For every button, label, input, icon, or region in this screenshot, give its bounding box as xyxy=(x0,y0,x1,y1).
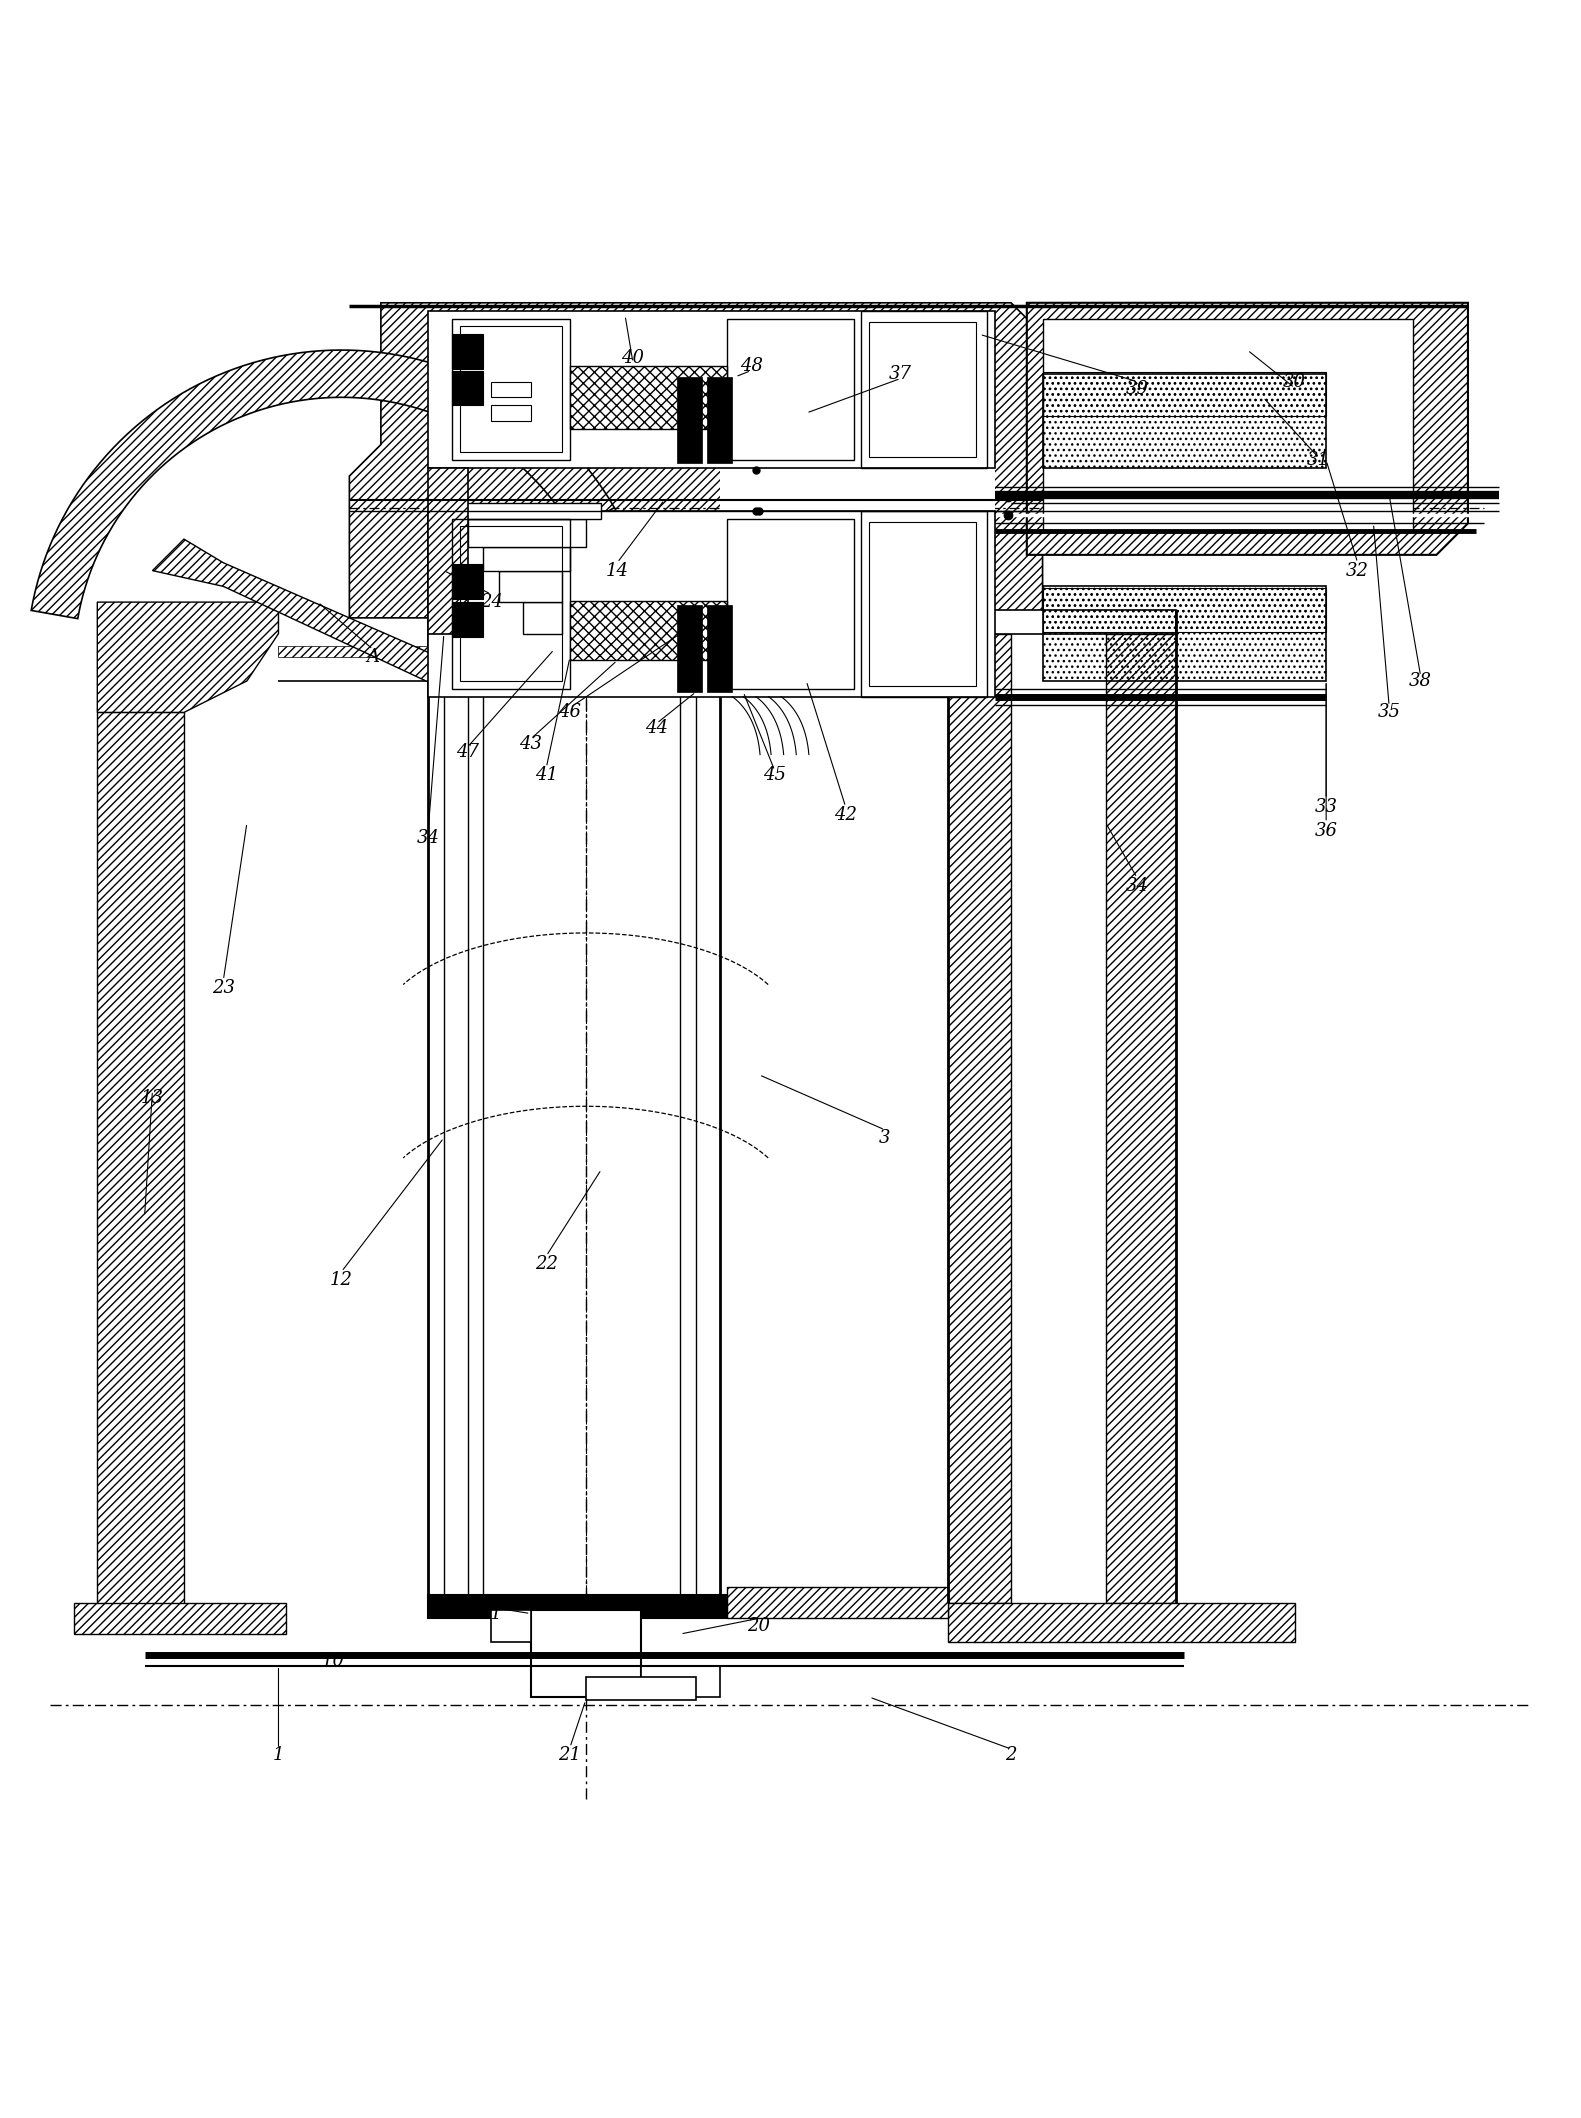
Polygon shape xyxy=(460,502,601,519)
Text: 35: 35 xyxy=(1377,703,1401,722)
Text: 44: 44 xyxy=(645,720,669,737)
Text: 23: 23 xyxy=(212,979,236,998)
Polygon shape xyxy=(152,540,476,697)
Bar xyxy=(492,381,531,398)
Polygon shape xyxy=(349,303,1042,618)
Bar xyxy=(677,377,702,464)
Polygon shape xyxy=(870,322,977,457)
Polygon shape xyxy=(531,1610,640,1697)
Bar xyxy=(707,377,732,464)
Text: 43: 43 xyxy=(519,735,542,752)
Polygon shape xyxy=(949,610,1176,633)
Text: 34: 34 xyxy=(1126,877,1149,894)
Polygon shape xyxy=(484,546,569,570)
Text: 13: 13 xyxy=(141,1089,164,1108)
Text: 34: 34 xyxy=(417,830,440,847)
Polygon shape xyxy=(727,1586,949,1618)
Polygon shape xyxy=(428,510,996,697)
Polygon shape xyxy=(500,570,563,602)
Polygon shape xyxy=(1042,318,1413,532)
Text: 37: 37 xyxy=(889,364,912,383)
Text: 48: 48 xyxy=(740,356,762,375)
Bar xyxy=(452,602,484,638)
Bar xyxy=(452,335,484,369)
Polygon shape xyxy=(1105,633,1176,1603)
Text: 41: 41 xyxy=(534,767,558,784)
Polygon shape xyxy=(523,602,563,633)
Text: 38: 38 xyxy=(1409,671,1432,690)
Bar xyxy=(569,602,727,661)
Bar xyxy=(1042,373,1326,417)
Polygon shape xyxy=(278,646,428,657)
Polygon shape xyxy=(585,1677,696,1701)
Text: 36: 36 xyxy=(1315,822,1338,839)
Polygon shape xyxy=(1026,303,1467,555)
Bar xyxy=(707,606,732,693)
Bar xyxy=(1042,373,1326,468)
Text: 40: 40 xyxy=(621,349,645,366)
Text: 24: 24 xyxy=(479,593,503,612)
Polygon shape xyxy=(492,1610,531,1641)
Bar xyxy=(569,366,727,428)
Text: 20: 20 xyxy=(748,1618,770,1635)
Text: 33: 33 xyxy=(1315,798,1338,815)
Polygon shape xyxy=(719,311,996,697)
Text: 30: 30 xyxy=(1284,373,1306,390)
Polygon shape xyxy=(949,633,1012,1603)
Text: 22: 22 xyxy=(534,1254,558,1273)
Bar xyxy=(1042,587,1326,680)
Polygon shape xyxy=(98,712,183,1627)
Bar xyxy=(492,405,531,421)
Bar xyxy=(452,563,484,599)
Text: 47: 47 xyxy=(455,743,479,760)
Text: 12: 12 xyxy=(330,1271,353,1288)
Text: 32: 32 xyxy=(1345,561,1369,580)
Bar xyxy=(677,606,702,693)
Bar xyxy=(452,371,484,405)
Text: 21: 21 xyxy=(558,1747,582,1764)
Text: 39: 39 xyxy=(1126,381,1149,398)
Text: 31: 31 xyxy=(1307,451,1330,470)
Polygon shape xyxy=(74,1603,286,1635)
Text: 42: 42 xyxy=(835,805,857,824)
Text: 46: 46 xyxy=(558,703,582,722)
Bar xyxy=(460,326,563,453)
Text: 1: 1 xyxy=(274,1747,285,1764)
Text: 45: 45 xyxy=(764,767,786,784)
Bar xyxy=(460,527,563,680)
Polygon shape xyxy=(949,1603,1295,1641)
Text: 11: 11 xyxy=(479,1605,503,1622)
Text: 10: 10 xyxy=(323,1652,345,1669)
Polygon shape xyxy=(428,311,996,468)
Text: 3: 3 xyxy=(879,1129,890,1146)
Polygon shape xyxy=(98,602,278,712)
Polygon shape xyxy=(640,1665,719,1697)
Polygon shape xyxy=(428,468,468,633)
Bar xyxy=(1042,589,1326,631)
Text: 14: 14 xyxy=(606,561,629,580)
Polygon shape xyxy=(32,349,615,618)
Polygon shape xyxy=(468,519,585,546)
Polygon shape xyxy=(428,1595,727,1618)
Polygon shape xyxy=(870,521,977,686)
Polygon shape xyxy=(563,625,711,650)
Text: 2: 2 xyxy=(1006,1747,1017,1764)
Text: A: A xyxy=(367,648,379,667)
